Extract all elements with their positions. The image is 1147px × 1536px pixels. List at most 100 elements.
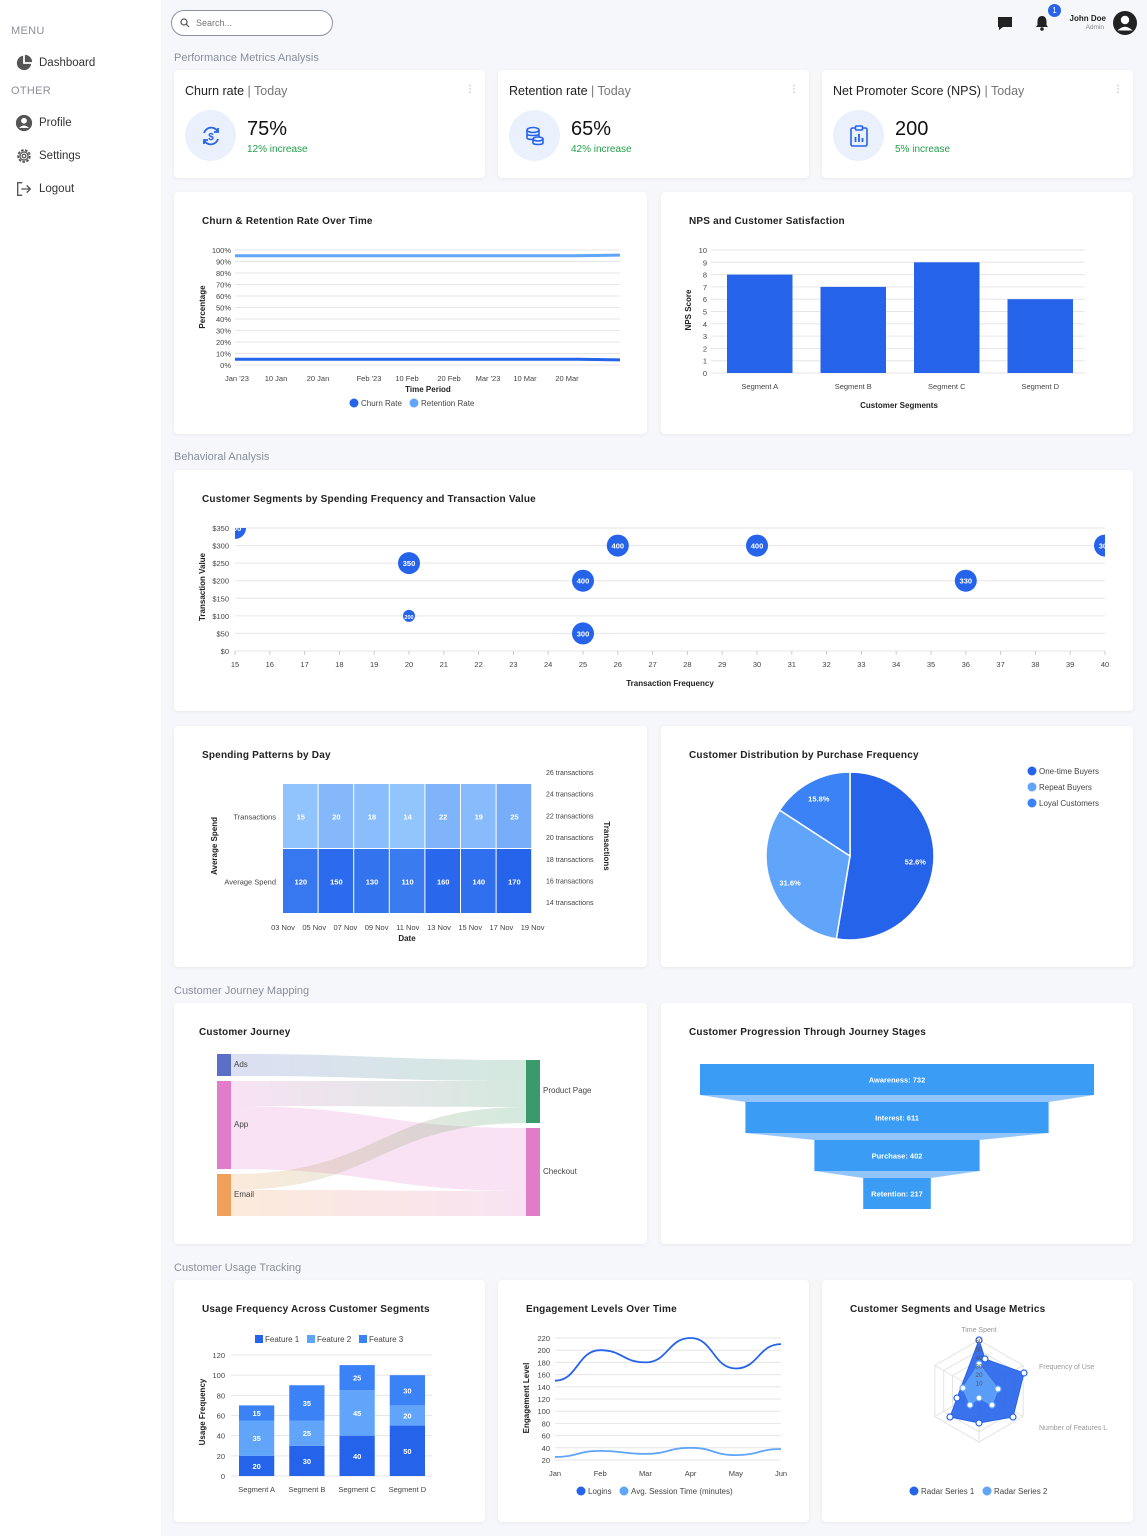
stacked-bar-segment (339, 1390, 375, 1436)
bubble-label: 400 (229, 524, 242, 533)
x-tick-label: 39 (1066, 660, 1074, 669)
radar-axis-label: Number of Features L (1039, 1425, 1107, 1432)
y-tick-label: 70% (216, 281, 231, 290)
bubble-point (235, 528, 246, 539)
search-input[interactable] (196, 18, 326, 28)
card-heatmap: Spending Patterns by Day Transactions 15 2… (174, 726, 647, 967)
legend-label: Feature 2 (317, 1335, 352, 1344)
sidebar-item-profile[interactable]: Profile (15, 112, 72, 134)
x-tick-label: Segment D (1021, 382, 1059, 391)
legend-label: One-time Buyers (1039, 767, 1099, 776)
segment-label: 50 (403, 1447, 411, 1456)
coins-stack-icon (525, 126, 544, 145)
sidebar-item-logout[interactable]: Logout (15, 178, 74, 200)
card-funnel: Customer Progression Through Journey Sta… (661, 1003, 1133, 1244)
pie-slice-loyal-customers (778, 771, 851, 858)
sidebar-item-dashboard[interactable]: Dashboard (15, 52, 95, 74)
pie-chart-distribution: 52.6% 31.6% 15.8% One-time Buyers Repeat Buy… (765, 766, 1099, 941)
cell-label: 25 (510, 813, 518, 822)
segment-label: 25 (353, 1374, 361, 1383)
heatmap-cell (318, 849, 354, 913)
legend-label: Feature 1 (265, 1335, 300, 1344)
sankey-node-label: Email (234, 1190, 254, 1199)
x-tick-label: 22 (474, 660, 482, 669)
cell-label: 18 (368, 813, 376, 822)
cell-label: 130 (366, 878, 379, 887)
bubble-label: 300 (1099, 542, 1112, 551)
heatmap-cell (461, 849, 496, 913)
legend-label: Churn Rate (361, 399, 402, 408)
sidebar-item-label: Dashboard (39, 57, 96, 69)
y-axis-label: Usage Frequency (198, 1378, 207, 1445)
radar-point (1020, 1369, 1028, 1377)
x-tick-label: 28 (683, 660, 691, 669)
cell-label: 110 (402, 878, 414, 887)
sidebar-item-settings[interactable]: Settings (15, 145, 81, 167)
y-tick-label: 2 (703, 344, 707, 353)
y-tick-label: 50% (216, 304, 231, 313)
segment-label: 45 (353, 1409, 361, 1418)
y-tick-label: $100 (212, 612, 229, 621)
legend-label: Retention Rate (421, 399, 475, 408)
radar-tick-label: 50 (975, 1347, 983, 1354)
more-options-icon[interactable]: ⋮ (1113, 84, 1123, 95)
bubble-point (572, 622, 594, 645)
y-tick-label: 9 (703, 258, 707, 267)
legend-marker (982, 1486, 992, 1496)
kpi-icon-circle: $ (185, 110, 236, 161)
slice-label: 15.8% (808, 794, 830, 803)
bubble-point (606, 534, 629, 557)
x-tick-label: 19 Nov (521, 923, 545, 932)
sankey-node (526, 1128, 540, 1216)
bar-segment-a (727, 274, 793, 373)
segment-label: 35 (252, 1434, 260, 1443)
funnel-connector (814, 1171, 980, 1178)
search-box[interactable] (171, 10, 333, 36)
y-axis-label: NPS Score (684, 289, 693, 330)
y-tick-label: 10% (216, 350, 231, 359)
x-tick-label: 15 (231, 660, 239, 669)
kpi-card-retention: Retention rate | Today ⋮ 65% 42% increas… (498, 70, 809, 178)
y-tick-label: 10 (699, 246, 707, 255)
x-tick-label: Mar '23 (476, 374, 501, 383)
y-tick-label: $350 (212, 524, 229, 533)
kpi-title-text: Retention rate (509, 84, 588, 98)
segment-label: 30 (403, 1386, 411, 1395)
kpi-title-text: Churn rate (185, 84, 245, 98)
clipboard-chart-icon (849, 124, 868, 147)
y-tick-label: 80% (216, 269, 231, 278)
heatmap-cell (425, 849, 460, 913)
y-tick-label: 8 (703, 271, 707, 280)
bubble-label: 400 (577, 577, 590, 586)
legend-label: Radar Series 1 (921, 1487, 975, 1496)
x-tick-label: 40 (1101, 660, 1109, 669)
kpi-value: 200 (895, 118, 929, 140)
kpi-period: | Today (247, 84, 288, 98)
cell-label: 140 (473, 878, 486, 887)
avatar[interactable] (1112, 10, 1138, 36)
funnel-journey: Awareness: 732 Interest: 611 Purchase: 402… (700, 1064, 1094, 1209)
y-axis-label: Percentage (198, 285, 207, 329)
x-tick-label: Jan '23 (225, 374, 249, 383)
legend-marker (619, 1486, 629, 1496)
x-tick-label: 03 Nov (271, 923, 295, 932)
x-tick-label: 33 (857, 660, 865, 669)
more-options-icon[interactable]: ⋮ (465, 84, 475, 95)
x-tick-label: 23 (509, 660, 517, 669)
x-tick-label: 37 (996, 660, 1004, 669)
bubble-point (954, 569, 977, 592)
chat-icon[interactable] (996, 14, 1014, 32)
funnel-label: Interest: 611 (875, 1114, 919, 1123)
chart-title: Customer Distribution by Purchase Freque… (689, 750, 919, 761)
more-options-icon[interactable]: ⋮ (789, 84, 799, 95)
user-name[interactable]: John Doe (1069, 14, 1106, 23)
cell-label: 170 (508, 878, 521, 887)
bubble-point (403, 609, 415, 622)
y-tick-label: 20% (216, 338, 231, 347)
x-tick-label: 18 (335, 660, 343, 669)
x-tick-label: 36 (962, 660, 970, 669)
bell-icon[interactable] (1033, 14, 1051, 32)
x-tick-label: 07 Nov (334, 923, 358, 932)
kpi-card-nps: Net Promoter Score (NPS) | Today ⋮ 200 5… (822, 70, 1133, 178)
slice-label: 52.6% (905, 857, 927, 866)
